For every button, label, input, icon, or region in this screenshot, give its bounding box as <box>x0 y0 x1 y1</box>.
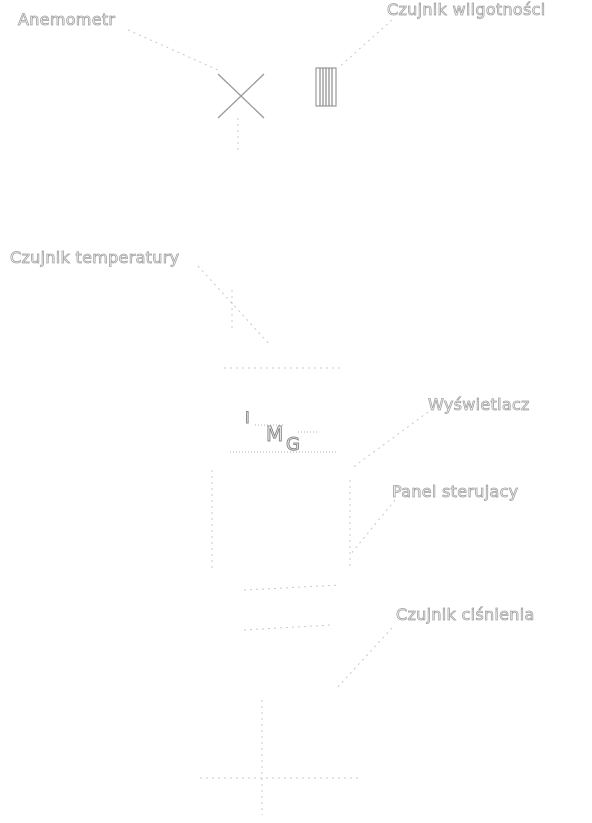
leader-line-anemometer <box>127 29 219 71</box>
display-glyph-g: G <box>286 434 301 455</box>
display-glyph-m: M <box>265 422 284 446</box>
display-glyph-i: I <box>245 408 251 427</box>
station-body-lower2 <box>243 624 331 631</box>
label-anemometer: Anemometr <box>18 10 116 29</box>
leader-line-display <box>351 411 429 469</box>
display-lines <box>230 424 336 453</box>
label-control-panel: Panel sterujacy <box>392 482 519 501</box>
anemometer-icon <box>217 73 265 119</box>
leader-line-control-panel <box>349 499 396 556</box>
label-humidity-sensor: Czujnik wilgotności <box>387 0 546 19</box>
leader-line-temperature <box>197 265 271 346</box>
station-body-lower <box>243 584 341 591</box>
leader-line-pressure <box>334 627 393 691</box>
leader-line-humidity <box>337 19 393 69</box>
label-display: Wyświetlacz <box>428 395 530 414</box>
label-pressure-sensor: Czujnik ciśnienia <box>396 605 535 624</box>
humidity-sensor-icon <box>315 67 337 107</box>
label-temperature-sensor: Czujnik temperatury <box>10 248 180 267</box>
